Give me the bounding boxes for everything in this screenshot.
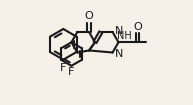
Text: N: N — [115, 49, 123, 59]
Text: F: F — [60, 63, 66, 73]
Text: F: F — [68, 67, 75, 77]
Text: O: O — [85, 11, 93, 21]
Text: NH: NH — [117, 31, 131, 41]
Text: N: N — [115, 26, 123, 35]
Text: O: O — [133, 22, 142, 32]
